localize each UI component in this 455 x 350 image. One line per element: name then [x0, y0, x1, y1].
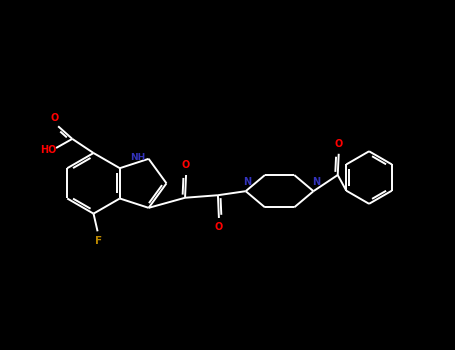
- Text: N: N: [243, 177, 251, 187]
- Text: O: O: [51, 113, 59, 123]
- Text: N: N: [312, 177, 320, 187]
- Text: HO: HO: [40, 145, 57, 155]
- Text: F: F: [95, 236, 102, 246]
- Text: O: O: [215, 223, 223, 232]
- Text: O: O: [182, 161, 190, 170]
- Text: O: O: [334, 139, 343, 149]
- Text: NH: NH: [130, 153, 145, 162]
